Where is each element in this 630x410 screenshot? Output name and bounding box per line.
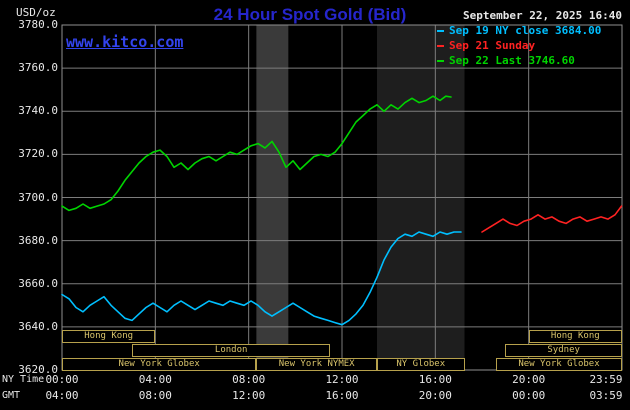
session-box: Hong Kong [528, 330, 622, 343]
price-line [61, 95, 452, 212]
session-box: Sydney [505, 344, 622, 357]
session-box: NY Globex [377, 358, 465, 371]
kitco-site-link[interactable]: www.kitco.com [66, 33, 184, 51]
session-box: London [132, 344, 331, 357]
session-box: Hong Kong [62, 330, 156, 343]
price-line [481, 205, 623, 233]
session-box: New York Globex [496, 358, 622, 371]
session-box: New York NYMEX [256, 358, 377, 371]
session-box: New York Globex [62, 358, 257, 371]
price-line [61, 231, 462, 326]
